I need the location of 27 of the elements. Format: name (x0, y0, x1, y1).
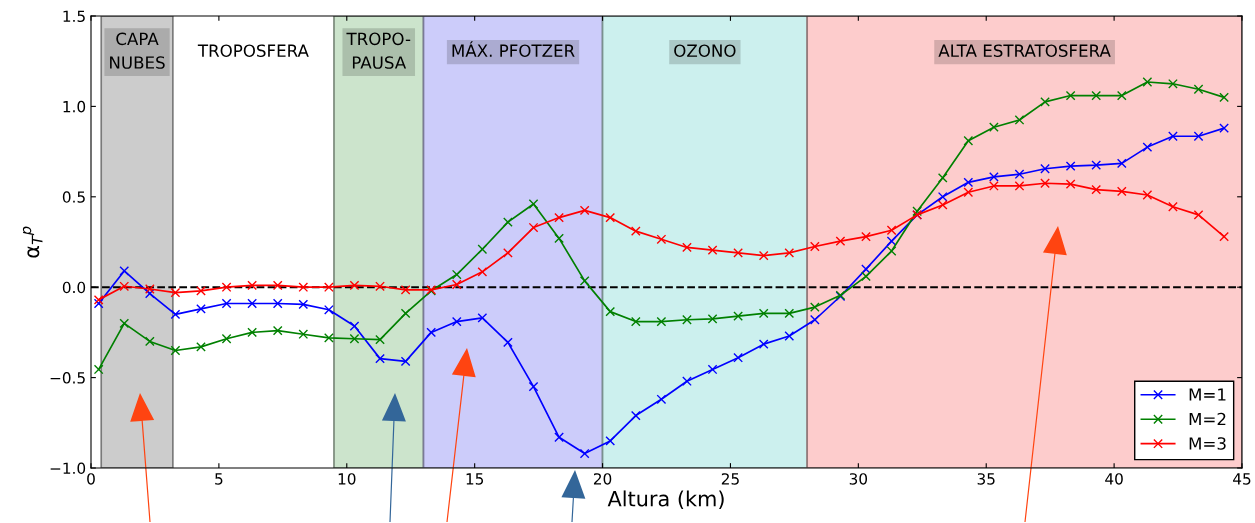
x-tick-label: 0 (87, 473, 95, 485)
y-tick-label: 0.0 (62, 281, 86, 294)
x-axis-title: Altura (km) (607, 490, 724, 509)
y-axis-title: α$_{T}$$^{p}$ (22, 226, 43, 258)
y-tick-label: 1.5 (63, 10, 85, 23)
y-tick-label: −1.0 (50, 462, 86, 475)
band-label: OZONO (674, 44, 736, 57)
x-tick-label: 40 (1105, 473, 1123, 485)
legend-label: M=2 (1189, 412, 1226, 426)
band-label: TROPO- PAUSA (346, 32, 411, 69)
band-label: MÁX. PFOTZER (452, 41, 575, 57)
band-label: ALTA ESTRATOSFERA (938, 44, 1111, 57)
x-tick-label: 10 (338, 473, 356, 485)
x-tick-label: 20 (593, 473, 612, 485)
y-tick-label: 0.5 (62, 191, 85, 203)
x-tick-label: 15 (466, 473, 484, 485)
y-tick-label: 1.0 (63, 100, 86, 113)
x-tick-label: 45 (1233, 473, 1251, 485)
annotation: TROPOSFERA (197, 44, 309, 57)
x-tick-label: 30 (849, 473, 868, 485)
y-tick-label: −0.5 (50, 372, 85, 384)
x-tick-label: 5 (215, 473, 223, 485)
band-label: CAPA NUBES (110, 32, 165, 69)
legend-label: M=1 (1189, 388, 1226, 401)
legend-label: M=3 (1189, 437, 1226, 450)
x-tick-label: 35 (977, 473, 995, 485)
x-tick-label: 25 (721, 473, 739, 485)
